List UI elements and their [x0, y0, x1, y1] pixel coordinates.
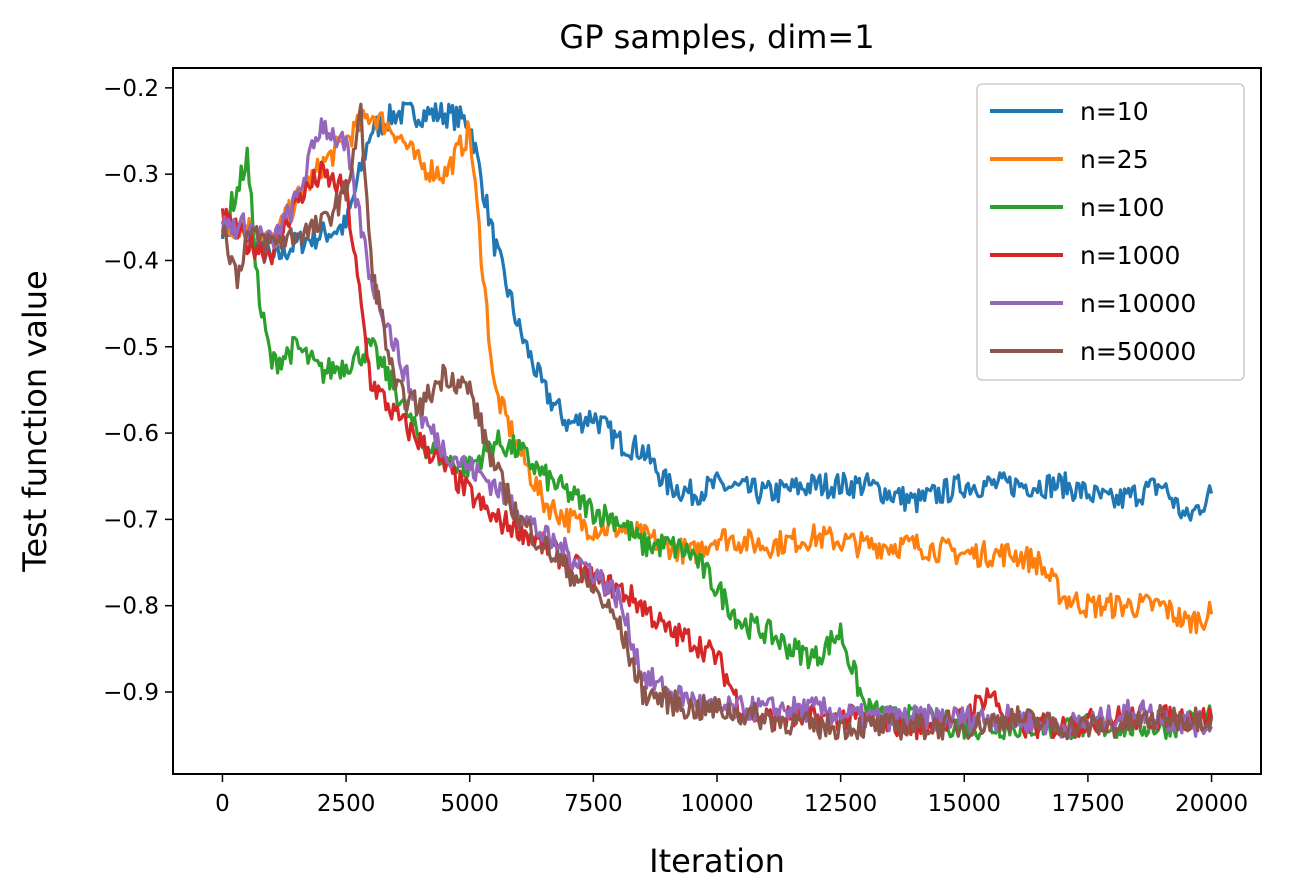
y-tick-label: −0.2	[103, 76, 159, 102]
x-tick-label: 0	[215, 791, 230, 817]
chart-title: GP samples, dim=1	[559, 18, 874, 56]
x-tick-label: 2500	[317, 791, 376, 817]
legend-box	[976, 83, 1245, 381]
y-tick-label: −0.7	[103, 507, 159, 533]
x-axis-label: Iteration	[649, 842, 785, 880]
y-tick-label: −0.4	[103, 248, 159, 274]
y-tick-label: −0.3	[103, 162, 159, 188]
y-tick-label: −0.9	[103, 680, 159, 706]
plot-area	[220, 101, 1214, 741]
x-tick-label: 17500	[1051, 791, 1124, 817]
legend-label-6: n=50000	[1080, 337, 1196, 366]
series-line-2	[220, 108, 1214, 635]
series-line-6	[220, 102, 1214, 741]
series-line-4	[220, 160, 1214, 741]
x-axis-ticks: 0 2500 5000 7500 10000 12500 15000 17500 20000	[215, 774, 1248, 817]
y-axis-ticks: −0.2 −0.3 −0.4 −0.5 −0.6 −0.7 −0.8 −0.9	[103, 76, 173, 706]
x-tick-label: 15000	[928, 791, 1001, 817]
x-tick-label: 20000	[1175, 791, 1248, 817]
legend-label-4: n=1000	[1080, 241, 1180, 270]
y-axis-label: Test function value	[16, 270, 54, 572]
legend: n=10 n=25 n=100 n=1000 n=10000 n=50000	[976, 83, 1245, 381]
x-tick-label: 10000	[680, 791, 753, 817]
y-tick-label: −0.8	[103, 594, 159, 620]
legend-label-1: n=10	[1080, 97, 1149, 126]
x-tick-label: 7500	[564, 791, 623, 817]
legend-label-3: n=100	[1080, 193, 1165, 222]
y-tick-label: −0.6	[103, 421, 159, 447]
x-tick-label: 5000	[440, 791, 499, 817]
legend-label-2: n=25	[1080, 145, 1149, 174]
legend-label-5: n=10000	[1080, 289, 1196, 318]
y-tick-label: −0.5	[103, 335, 159, 361]
x-tick-label: 12500	[804, 791, 877, 817]
